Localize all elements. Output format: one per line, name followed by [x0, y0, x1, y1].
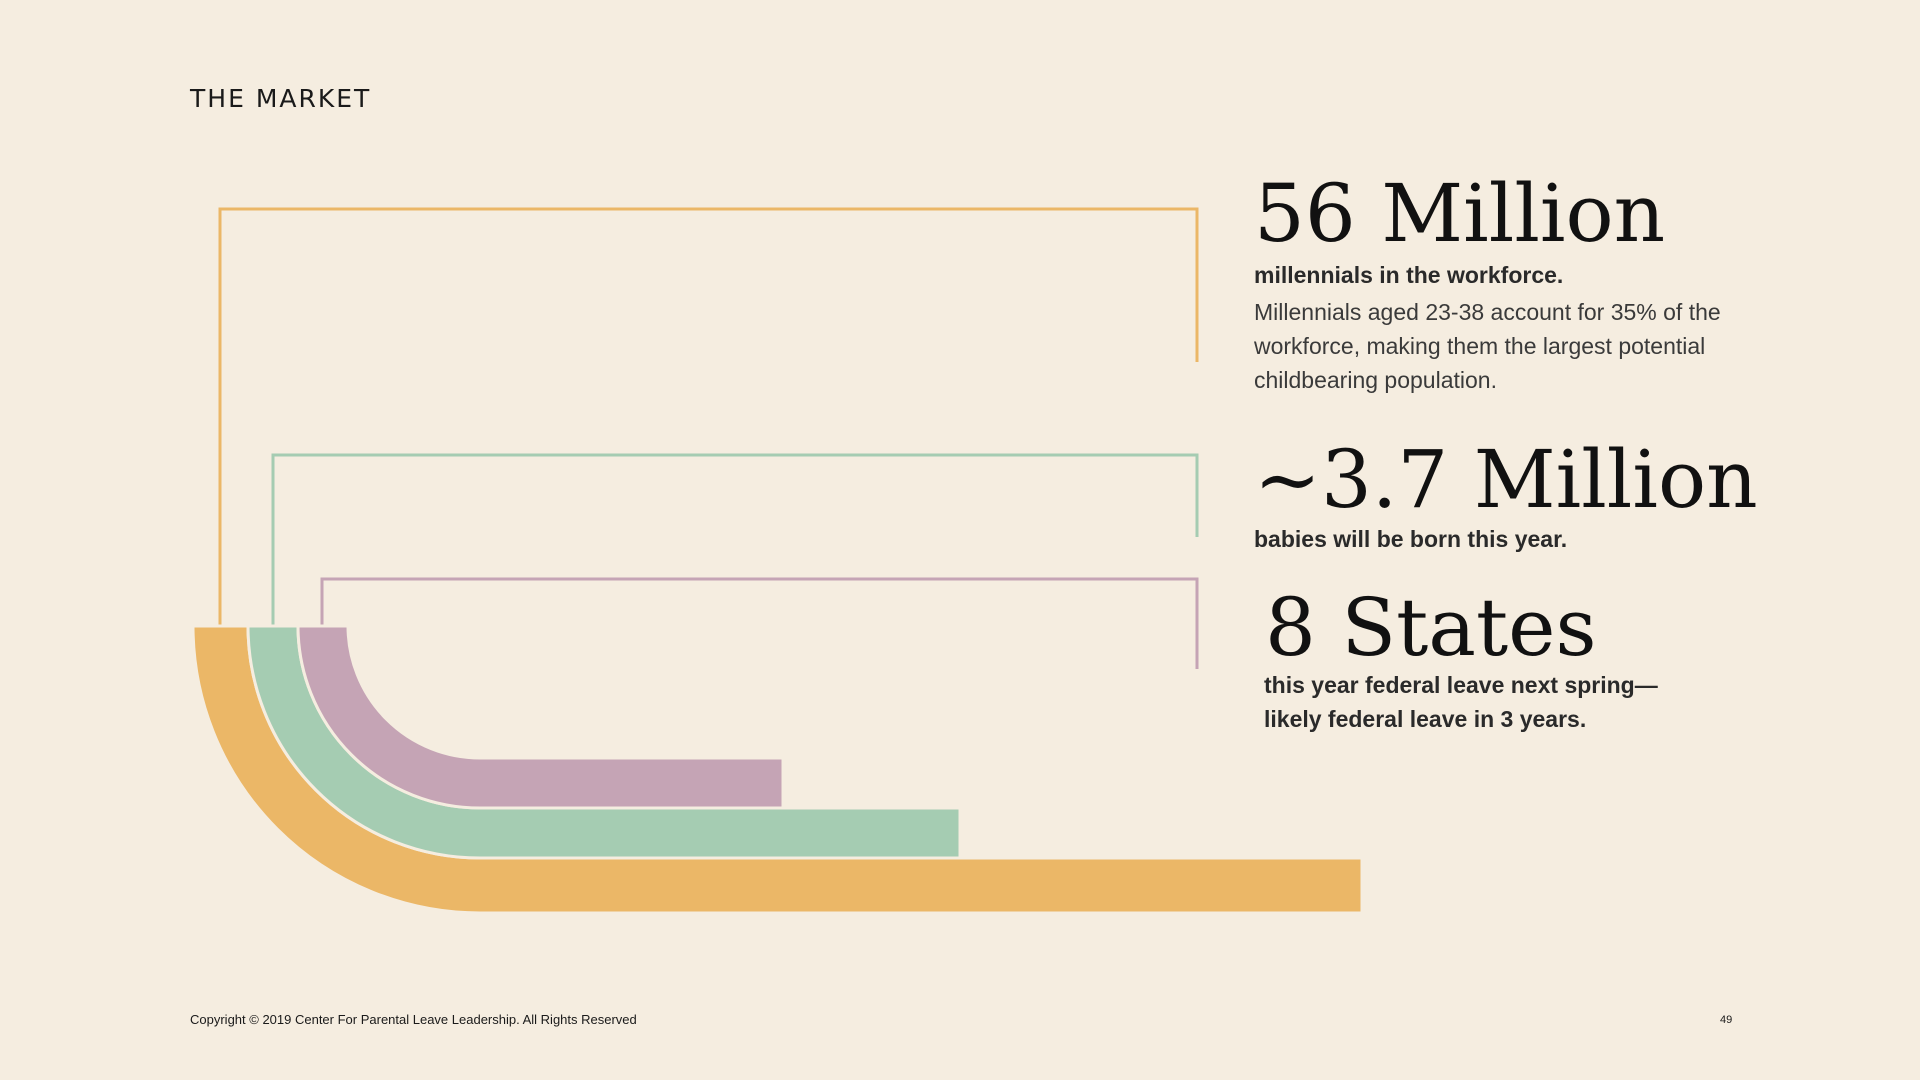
slide-title: THE MARKET [190, 84, 372, 113]
orange-bracket-line [218, 207, 1199, 625]
footer-copyright: Copyright © 2019 Center For Parental Lea… [190, 1012, 637, 1027]
stat-subtitle-states-line2: likely federal leave in 3 years. [1264, 706, 1587, 732]
stat-headline-states: 8 States [1265, 581, 1597, 674]
purple-band [296, 624, 785, 810]
green-bracket-line [271, 453, 1199, 625]
purple-bracket-line [320, 577, 1199, 669]
stat-subtitle-states-line1: this year federal leave next spring— [1264, 672, 1658, 698]
stat-headline-millennials: 56 Million [1254, 167, 1666, 260]
stat-headline-babies: ~3.7 Million [1254, 433, 1758, 526]
page-number: 49 [1720, 1014, 1733, 1026]
stat-description-millennials: Millennials aged 23-38 account for 35% o… [1254, 299, 1721, 393]
stat-subtitle-babies: babies will be born this year. [1254, 526, 1568, 552]
stat-subtitle-millennials: millennials in the workforce. [1254, 262, 1564, 288]
